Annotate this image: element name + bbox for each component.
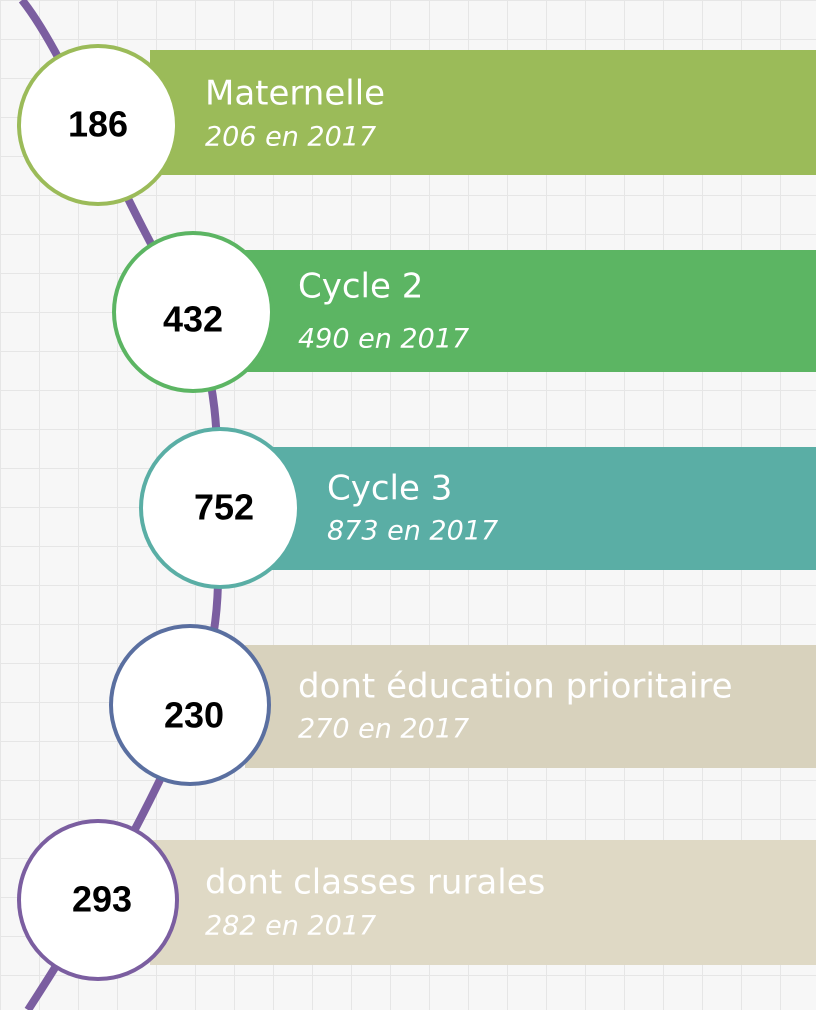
label: Cycle 3 xyxy=(327,469,452,509)
circle xyxy=(17,819,179,981)
sub-label: 206 en 2017 xyxy=(205,122,376,153)
sub-label: 270 en 2017 xyxy=(298,714,469,745)
circle xyxy=(17,44,179,206)
number: 230 xyxy=(164,695,224,736)
bar xyxy=(270,447,816,570)
sub-label: 282 en 2017 xyxy=(205,911,376,942)
label: dont classes rurales xyxy=(205,863,545,903)
bar xyxy=(150,840,816,965)
label: Maternelle xyxy=(205,74,385,114)
number: 432 xyxy=(163,299,223,340)
circle xyxy=(112,231,274,393)
label: dont éducation prioritaire xyxy=(298,667,733,707)
bar xyxy=(245,645,816,768)
sub-label: 873 en 2017 xyxy=(327,516,498,547)
bar xyxy=(245,250,816,372)
sub-label: 490 en 2017 xyxy=(298,324,469,355)
number: 752 xyxy=(194,487,254,528)
number: 293 xyxy=(72,879,132,920)
circle xyxy=(139,427,301,589)
circle xyxy=(109,624,271,786)
label: Cycle 2 xyxy=(298,267,423,307)
number: 186 xyxy=(68,104,128,145)
bar xyxy=(150,50,816,175)
